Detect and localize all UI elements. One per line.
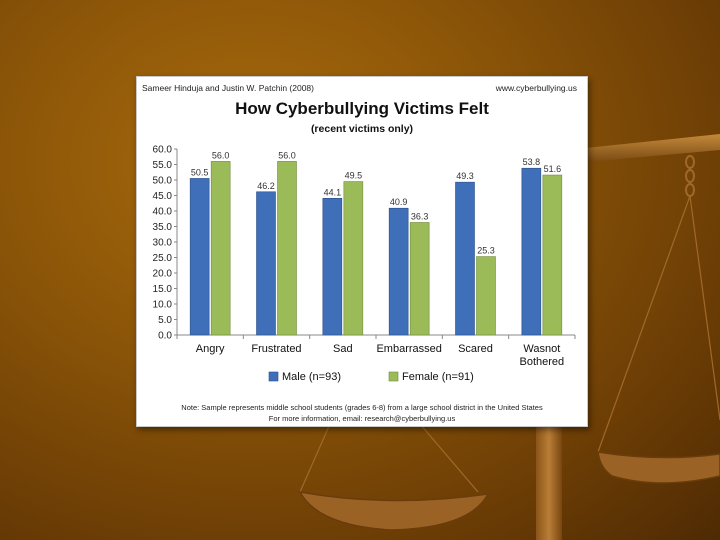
y-tick-label: 0.0 xyxy=(158,331,172,342)
male-bar-angry xyxy=(189,178,210,336)
legend-swatch xyxy=(388,371,399,382)
female-bar-scared xyxy=(476,256,496,336)
data-label: 25.3 xyxy=(477,246,495,256)
male-bar-sad xyxy=(322,197,343,336)
x-tick-label: Scared xyxy=(458,343,493,355)
y-tick-label: 45.0 xyxy=(153,191,173,202)
y-tick-label: 60.0 xyxy=(153,145,173,156)
y-tick-label: 55.0 xyxy=(153,160,173,171)
scale-pillar xyxy=(536,425,562,540)
data-label: 40.9 xyxy=(390,197,408,207)
data-label: 51.6 xyxy=(544,164,562,174)
y-tick-label: 40.0 xyxy=(153,207,173,218)
data-label: 53.8 xyxy=(523,157,541,167)
chart-x-tick-labels: Angry Frustrated Sad Embarrassed Scared Wasno… xyxy=(196,343,564,368)
data-label: 36.3 xyxy=(411,211,429,221)
y-tick-label: 5.0 xyxy=(158,315,172,326)
y-tick-label: 25.0 xyxy=(153,253,173,264)
legend-label: Female (n=91) xyxy=(402,371,474,383)
male-bar-scared xyxy=(455,181,475,336)
chart-card: 0.0 5.0 10.0 15.0 20.0 25.0 30.0 35.0 40.0 45.0 50… xyxy=(136,76,588,427)
female-bar-frustrated xyxy=(277,161,297,336)
data-label: 56.0 xyxy=(278,150,296,160)
chart-website: www.cyberbullying.us xyxy=(495,83,577,93)
y-tick-label: 30.0 xyxy=(153,238,173,249)
bar-chart: 0.0 5.0 10.0 15.0 20.0 25.0 30.0 35.0 40.0 45.0 50… xyxy=(153,145,576,383)
y-tick-label: 35.0 xyxy=(153,222,173,233)
legend-swatch xyxy=(268,371,279,382)
x-tick-label: Sad xyxy=(333,343,353,355)
female-bar-embarrassed xyxy=(409,222,430,336)
x-tick-label: Embarrassed xyxy=(376,343,441,355)
chart-data-labels: 50.556.046.256.044.149.540.936.349.325.3… xyxy=(191,150,561,255)
x-tick-label: Angry xyxy=(196,343,225,355)
y-tick-label: 10.0 xyxy=(153,300,173,311)
chart-subtitle: (recent victims only) xyxy=(310,123,414,135)
y-tick-label: 20.0 xyxy=(153,269,173,280)
scale-right-pan xyxy=(597,451,720,484)
data-label: 49.5 xyxy=(345,171,363,181)
y-tick-label: 50.0 xyxy=(153,176,173,187)
male-bar-embarrassed xyxy=(388,207,409,336)
data-label: 46.2 xyxy=(257,181,275,191)
scale-chain xyxy=(685,155,695,197)
scale-left-pan xyxy=(298,490,490,531)
male-bar-frustrated xyxy=(256,191,276,336)
data-label: 44.1 xyxy=(324,187,342,197)
chart-footnote-contact: For more information, email: research@cy… xyxy=(268,414,456,423)
female-bar-angry xyxy=(210,161,231,336)
x-tick-label: Wasnot Bothered xyxy=(520,343,565,368)
legend-label: Male (n=93) xyxy=(282,371,341,383)
data-label: 50.5 xyxy=(191,167,209,177)
chart-bars xyxy=(189,161,563,336)
x-tick-label: Frustrated xyxy=(251,343,301,355)
scale-beam xyxy=(586,134,720,162)
male-bar-wasnot-bothered xyxy=(521,167,542,336)
data-label: 56.0 xyxy=(212,150,230,160)
chart-title: How Cyberbullying Victims Felt xyxy=(235,99,489,118)
chart-axes: 0.0 5.0 10.0 15.0 20.0 25.0 30.0 35.0 40.0 45.0 50… xyxy=(153,145,576,342)
female-bar-sad xyxy=(343,181,364,336)
y-tick-label: 15.0 xyxy=(153,284,173,295)
chart-legend: Male (n=93) Female (n=91) xyxy=(268,371,474,383)
data-label: 49.3 xyxy=(456,171,474,181)
female-bar-wasnot-bothered xyxy=(542,174,563,336)
chart-footnote-sample: Note: Sample represents middle school st… xyxy=(181,403,543,412)
chart-author: Sameer Hinduja and Justin W. Patchin (20… xyxy=(142,83,314,93)
